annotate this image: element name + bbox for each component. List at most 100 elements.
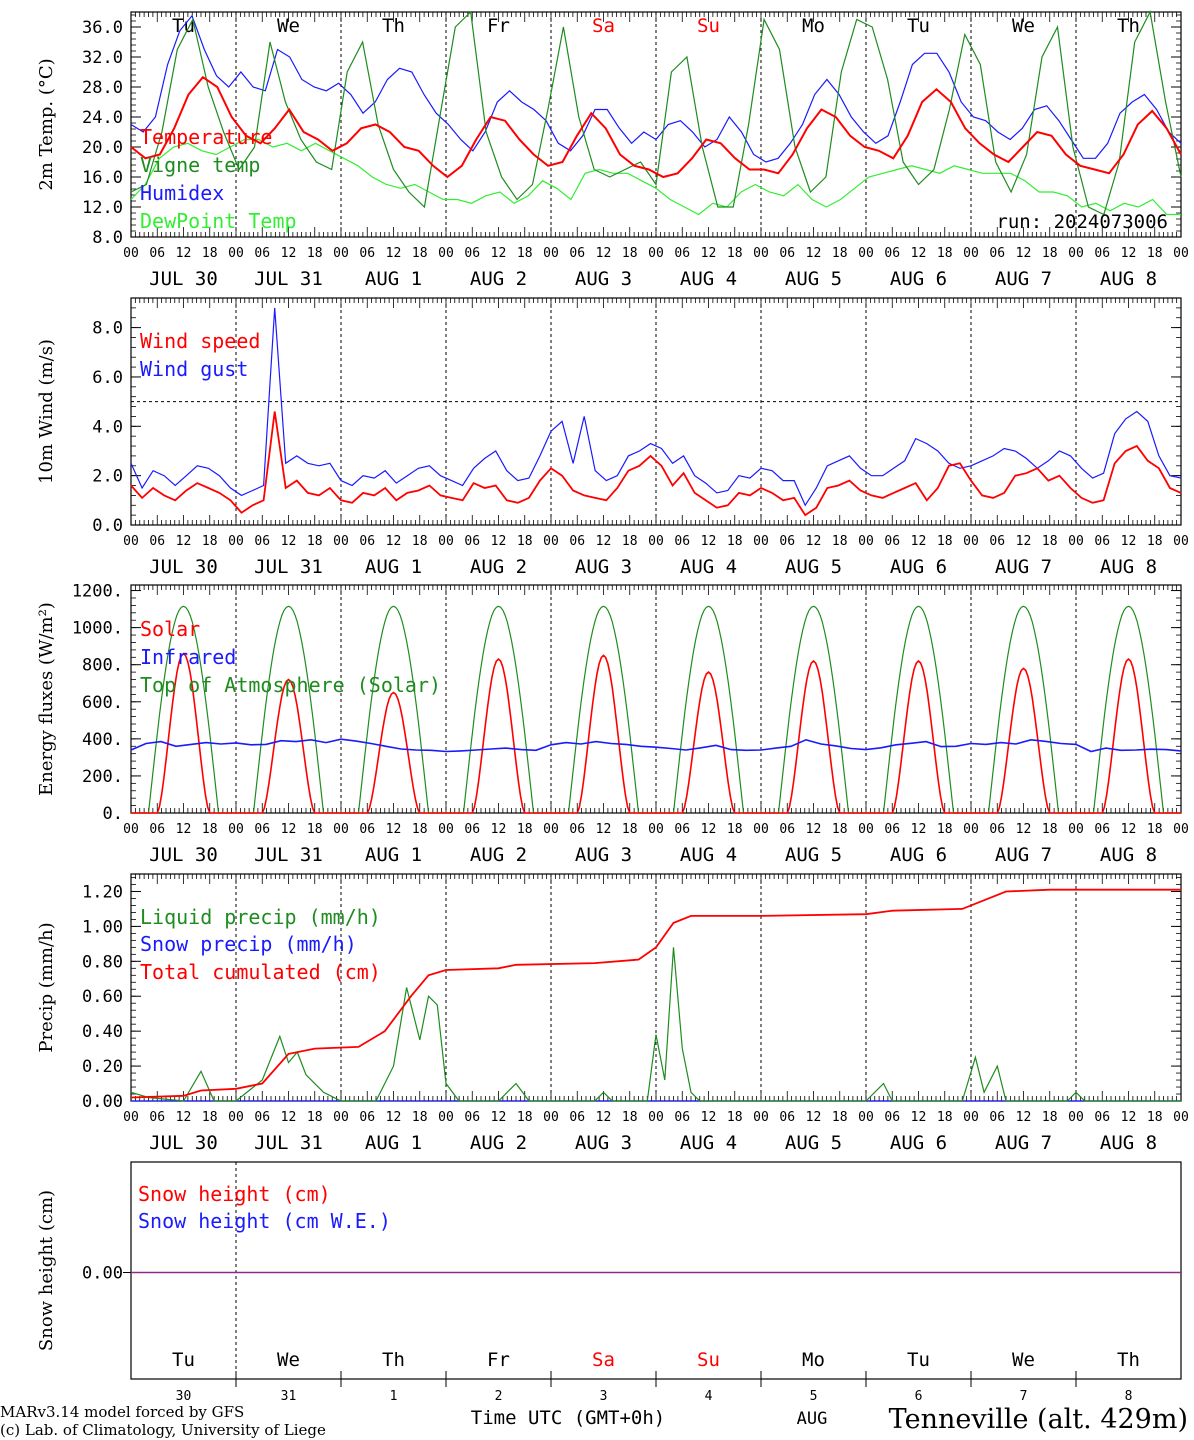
hour-tick-label: 06 — [1094, 822, 1110, 837]
hour-tick-label: 06 — [989, 246, 1005, 261]
y-tick-label: 28.0 — [82, 78, 123, 98]
hour-tick-label: 12 — [701, 246, 717, 261]
hour-tick-label: 12 — [1016, 246, 1032, 261]
hour-tick-label: 06 — [674, 534, 690, 549]
y-tick-label: 32.0 — [82, 48, 123, 68]
series-line-wind-gust — [130, 307, 1182, 507]
hour-tick-label: 12 — [281, 822, 297, 837]
y-axis-label: 2m Temp. (°C) — [36, 58, 57, 190]
hour-tick-label: 12 — [386, 822, 402, 837]
y-tick-label: 0.0 — [92, 516, 123, 536]
hour-tick-label: 18 — [727, 246, 743, 261]
station-name: Tenneville (alt. 429m) — [889, 1404, 1188, 1435]
hour-tick-label: 18 — [622, 534, 638, 549]
hour-tick-label: 00 — [438, 822, 454, 837]
hour-tick-label: 18 — [1042, 822, 1058, 837]
date-label: JUL 31 — [254, 1132, 323, 1154]
hour-tick-label: 12 — [806, 822, 822, 837]
hour-tick-label: 00 — [1068, 1110, 1084, 1125]
hour-tick-label: 00 — [1173, 534, 1189, 549]
hour-tick-label: 12 — [491, 1110, 507, 1125]
hour-tick-label: 12 — [1121, 822, 1137, 837]
hour-tick-label: 12 — [911, 1110, 927, 1125]
hour-tick-label: 18 — [1147, 534, 1163, 549]
day-number-label: 3 — [600, 1389, 608, 1404]
panel-3: 00 06 12 18 JUL 30 00 06 12 18 JUL 31 00 06 12 18 AUG … — [36, 582, 1189, 866]
hour-tick-label: 00 — [1068, 822, 1084, 837]
y-tick-label: 4.0 — [92, 417, 123, 437]
y-tick-label: 200. — [82, 767, 123, 787]
weekday-label: Tu — [907, 1349, 930, 1371]
date-label: JUL 31 — [254, 844, 323, 866]
y-tick-label: 600. — [82, 693, 123, 713]
date-label: AUG 7 — [995, 268, 1052, 290]
series-line-wind-speed — [130, 411, 1182, 517]
hour-tick-label: 00 — [123, 822, 139, 837]
hour-tick-label: 12 — [596, 822, 612, 837]
y-tick-label: 800. — [82, 656, 123, 676]
hour-tick-label: 00 — [543, 534, 559, 549]
y-tick-label: 24.0 — [82, 108, 123, 128]
series-line-infrared — [130, 738, 1182, 753]
hour-tick-label: 00 — [1173, 246, 1189, 261]
month-label: AUG — [797, 1409, 828, 1429]
hour-tick-label: 00 — [858, 534, 874, 549]
weekday-label: Su — [697, 1349, 720, 1371]
legend-entry: Snow height (cm W.E.) — [138, 1209, 391, 1233]
date-label: AUG 8 — [1100, 268, 1157, 290]
date-label: AUG 7 — [995, 844, 1052, 866]
date-label: JUL 31 — [254, 556, 323, 578]
hour-tick-label: 18 — [937, 534, 953, 549]
hour-tick-label: 00 — [1173, 1110, 1189, 1125]
hour-tick-label: 12 — [281, 534, 297, 549]
hour-tick-label: 12 — [1016, 534, 1032, 549]
weekday-label: Fr — [487, 1349, 510, 1371]
panel-1: 00 06 12 18 JUL 30 00 06 12 18 JUL 31 00 06 12 18 AUG … — [36, 10, 1189, 290]
weekday-label: Th — [1117, 1349, 1140, 1371]
hour-tick-label: 06 — [254, 1110, 270, 1125]
y-tick-label: 0.00 — [82, 1092, 123, 1112]
hour-tick-label: 12 — [911, 534, 927, 549]
weekday-label: Mo — [802, 1349, 825, 1371]
hour-tick-label: 18 — [1147, 1110, 1163, 1125]
hour-tick-label: 18 — [1042, 246, 1058, 261]
hour-tick-label: 12 — [701, 822, 717, 837]
weekday-label: Tu — [907, 15, 930, 37]
hour-tick-label: 12 — [806, 534, 822, 549]
hour-tick-label: 18 — [1042, 534, 1058, 549]
hour-tick-label: 00 — [543, 246, 559, 261]
day-number-label: 31 — [281, 1389, 297, 1404]
legend-entry: Wind speed — [140, 329, 260, 353]
y-tick-label: 1.20 — [82, 882, 123, 902]
hour-tick-label: 06 — [254, 822, 270, 837]
hour-tick-label: 00 — [753, 1110, 769, 1125]
hour-tick-label: 18 — [307, 1110, 323, 1125]
y-tick-label: 0.20 — [82, 1057, 123, 1077]
day-number-label: 5 — [810, 1389, 818, 1404]
hour-tick-label: 06 — [149, 822, 165, 837]
hour-tick-label: 00 — [228, 246, 244, 261]
date-label: AUG 2 — [470, 268, 527, 290]
legend-entry: Infrared — [140, 645, 236, 669]
date-label: AUG 3 — [575, 556, 632, 578]
date-label: AUG 8 — [1100, 1132, 1157, 1154]
hour-tick-label: 06 — [779, 1110, 795, 1125]
y-tick-label: 1000. — [72, 619, 123, 639]
date-label: JUL 30 — [149, 556, 218, 578]
hour-tick-label: 06 — [569, 246, 585, 261]
hour-tick-label: 00 — [1068, 246, 1084, 261]
y-tick-label: 0.80 — [82, 952, 123, 972]
date-label: AUG 7 — [995, 1132, 1052, 1154]
hour-tick-label: 00 — [963, 822, 979, 837]
legend-entry: Solar — [140, 617, 200, 641]
y-tick-label: 400. — [82, 730, 123, 750]
hour-tick-label: 12 — [386, 1110, 402, 1125]
hour-tick-label: 06 — [674, 1110, 690, 1125]
hour-tick-label: 00 — [438, 534, 454, 549]
hour-tick-label: 00 — [963, 534, 979, 549]
hour-tick-label: 18 — [202, 1110, 218, 1125]
model-credit-line1: MARv3.14 model forced by GFS — [0, 1403, 244, 1421]
day-number-label: 30 — [176, 1389, 192, 1404]
series-line-solar — [131, 652, 1181, 814]
day-number-label: 2 — [495, 1389, 503, 1404]
